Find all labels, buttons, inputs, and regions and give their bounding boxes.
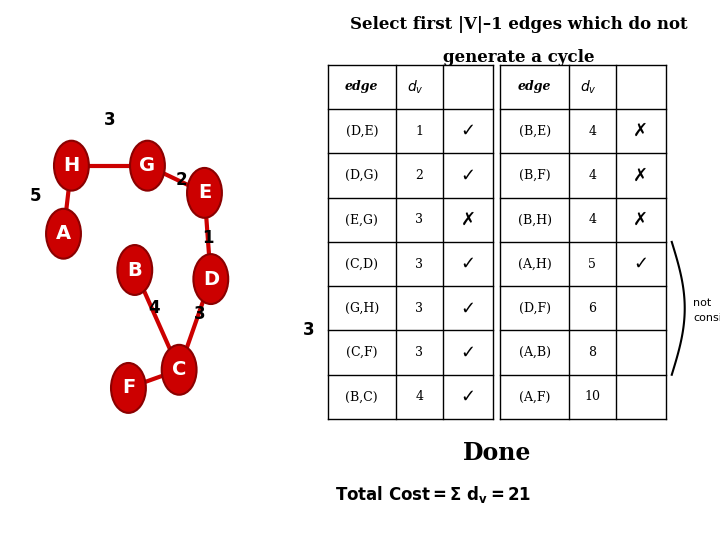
Text: 8: 8	[588, 346, 596, 359]
Text: 5: 5	[30, 187, 42, 205]
Circle shape	[130, 141, 165, 191]
Text: 4: 4	[588, 125, 596, 138]
Text: A: A	[56, 224, 71, 243]
Text: (G,H): (G,H)	[345, 302, 379, 315]
Text: 3: 3	[415, 302, 423, 315]
Text: (C,D): (C,D)	[346, 258, 378, 271]
Text: edge: edge	[518, 80, 552, 93]
Text: ✗: ✗	[633, 122, 649, 140]
Circle shape	[162, 345, 197, 395]
Text: not: not	[693, 298, 711, 308]
Text: ✓: ✓	[460, 388, 476, 406]
Text: ✓: ✓	[460, 166, 476, 185]
Text: (B,F): (B,F)	[519, 169, 550, 182]
Text: E: E	[198, 184, 211, 202]
Text: (D,G): (D,G)	[345, 169, 379, 182]
Text: 4: 4	[415, 390, 423, 403]
Text: $d_v$: $d_v$	[580, 78, 597, 96]
Text: ✗: ✗	[460, 211, 476, 229]
Text: (A,H): (A,H)	[518, 258, 552, 271]
Text: 6: 6	[588, 302, 596, 315]
Text: ✗: ✗	[633, 166, 649, 185]
Text: B: B	[127, 260, 142, 280]
Text: (E,G): (E,G)	[346, 213, 378, 226]
Circle shape	[111, 363, 146, 413]
Text: 3: 3	[415, 213, 423, 226]
Text: 3: 3	[415, 258, 423, 271]
Text: ✓: ✓	[460, 343, 476, 362]
Text: ✗: ✗	[633, 211, 649, 229]
Text: 2: 2	[175, 171, 186, 190]
Circle shape	[194, 254, 228, 304]
Text: 3: 3	[415, 346, 423, 359]
Text: ✓: ✓	[633, 255, 649, 273]
Circle shape	[187, 168, 222, 218]
Text: ✓: ✓	[460, 122, 476, 140]
Text: H: H	[63, 156, 79, 175]
Text: 3: 3	[104, 111, 115, 129]
Text: Select first |V|–1 edges which do not: Select first |V|–1 edges which do not	[350, 16, 687, 33]
Text: Done: Done	[463, 441, 531, 464]
Text: considered: considered	[693, 313, 720, 323]
Text: 5: 5	[588, 258, 596, 271]
Circle shape	[54, 141, 89, 191]
Text: 3: 3	[302, 321, 314, 339]
Text: D: D	[203, 269, 219, 288]
Text: 3: 3	[194, 305, 206, 323]
Text: ✓: ✓	[460, 255, 476, 273]
Text: edge: edge	[345, 80, 379, 93]
Text: F: F	[122, 379, 135, 397]
Text: 1: 1	[202, 230, 214, 247]
Circle shape	[46, 209, 81, 259]
Text: C: C	[172, 360, 186, 379]
Text: (B,H): (B,H)	[518, 213, 552, 226]
Text: (A,B): (A,B)	[518, 346, 551, 359]
Text: (D,F): (D,F)	[518, 302, 551, 315]
Text: (B,E): (B,E)	[518, 125, 551, 138]
Text: $\mathbf{Total\ Cost = \Sigma\ } \mathit{\mathbf{d_v}} \mathbf{= 21}$: $\mathbf{Total\ Cost = \Sigma\ } \mathit…	[335, 484, 531, 505]
Text: (B,C): (B,C)	[346, 390, 378, 403]
Text: 4: 4	[588, 169, 596, 182]
Text: (A,F): (A,F)	[519, 390, 550, 403]
Text: 2: 2	[415, 169, 423, 182]
Text: $d_v$: $d_v$	[408, 78, 424, 96]
Circle shape	[117, 245, 152, 295]
Text: ✓: ✓	[460, 299, 476, 318]
Text: generate a cycle: generate a cycle	[443, 49, 594, 65]
Text: 1: 1	[415, 125, 423, 138]
Text: 4: 4	[588, 213, 596, 226]
Text: (C,F): (C,F)	[346, 346, 377, 359]
Text: (D,E): (D,E)	[346, 125, 378, 138]
Text: G: G	[140, 156, 156, 175]
Text: 4: 4	[148, 299, 161, 317]
Text: 10: 10	[584, 390, 600, 403]
